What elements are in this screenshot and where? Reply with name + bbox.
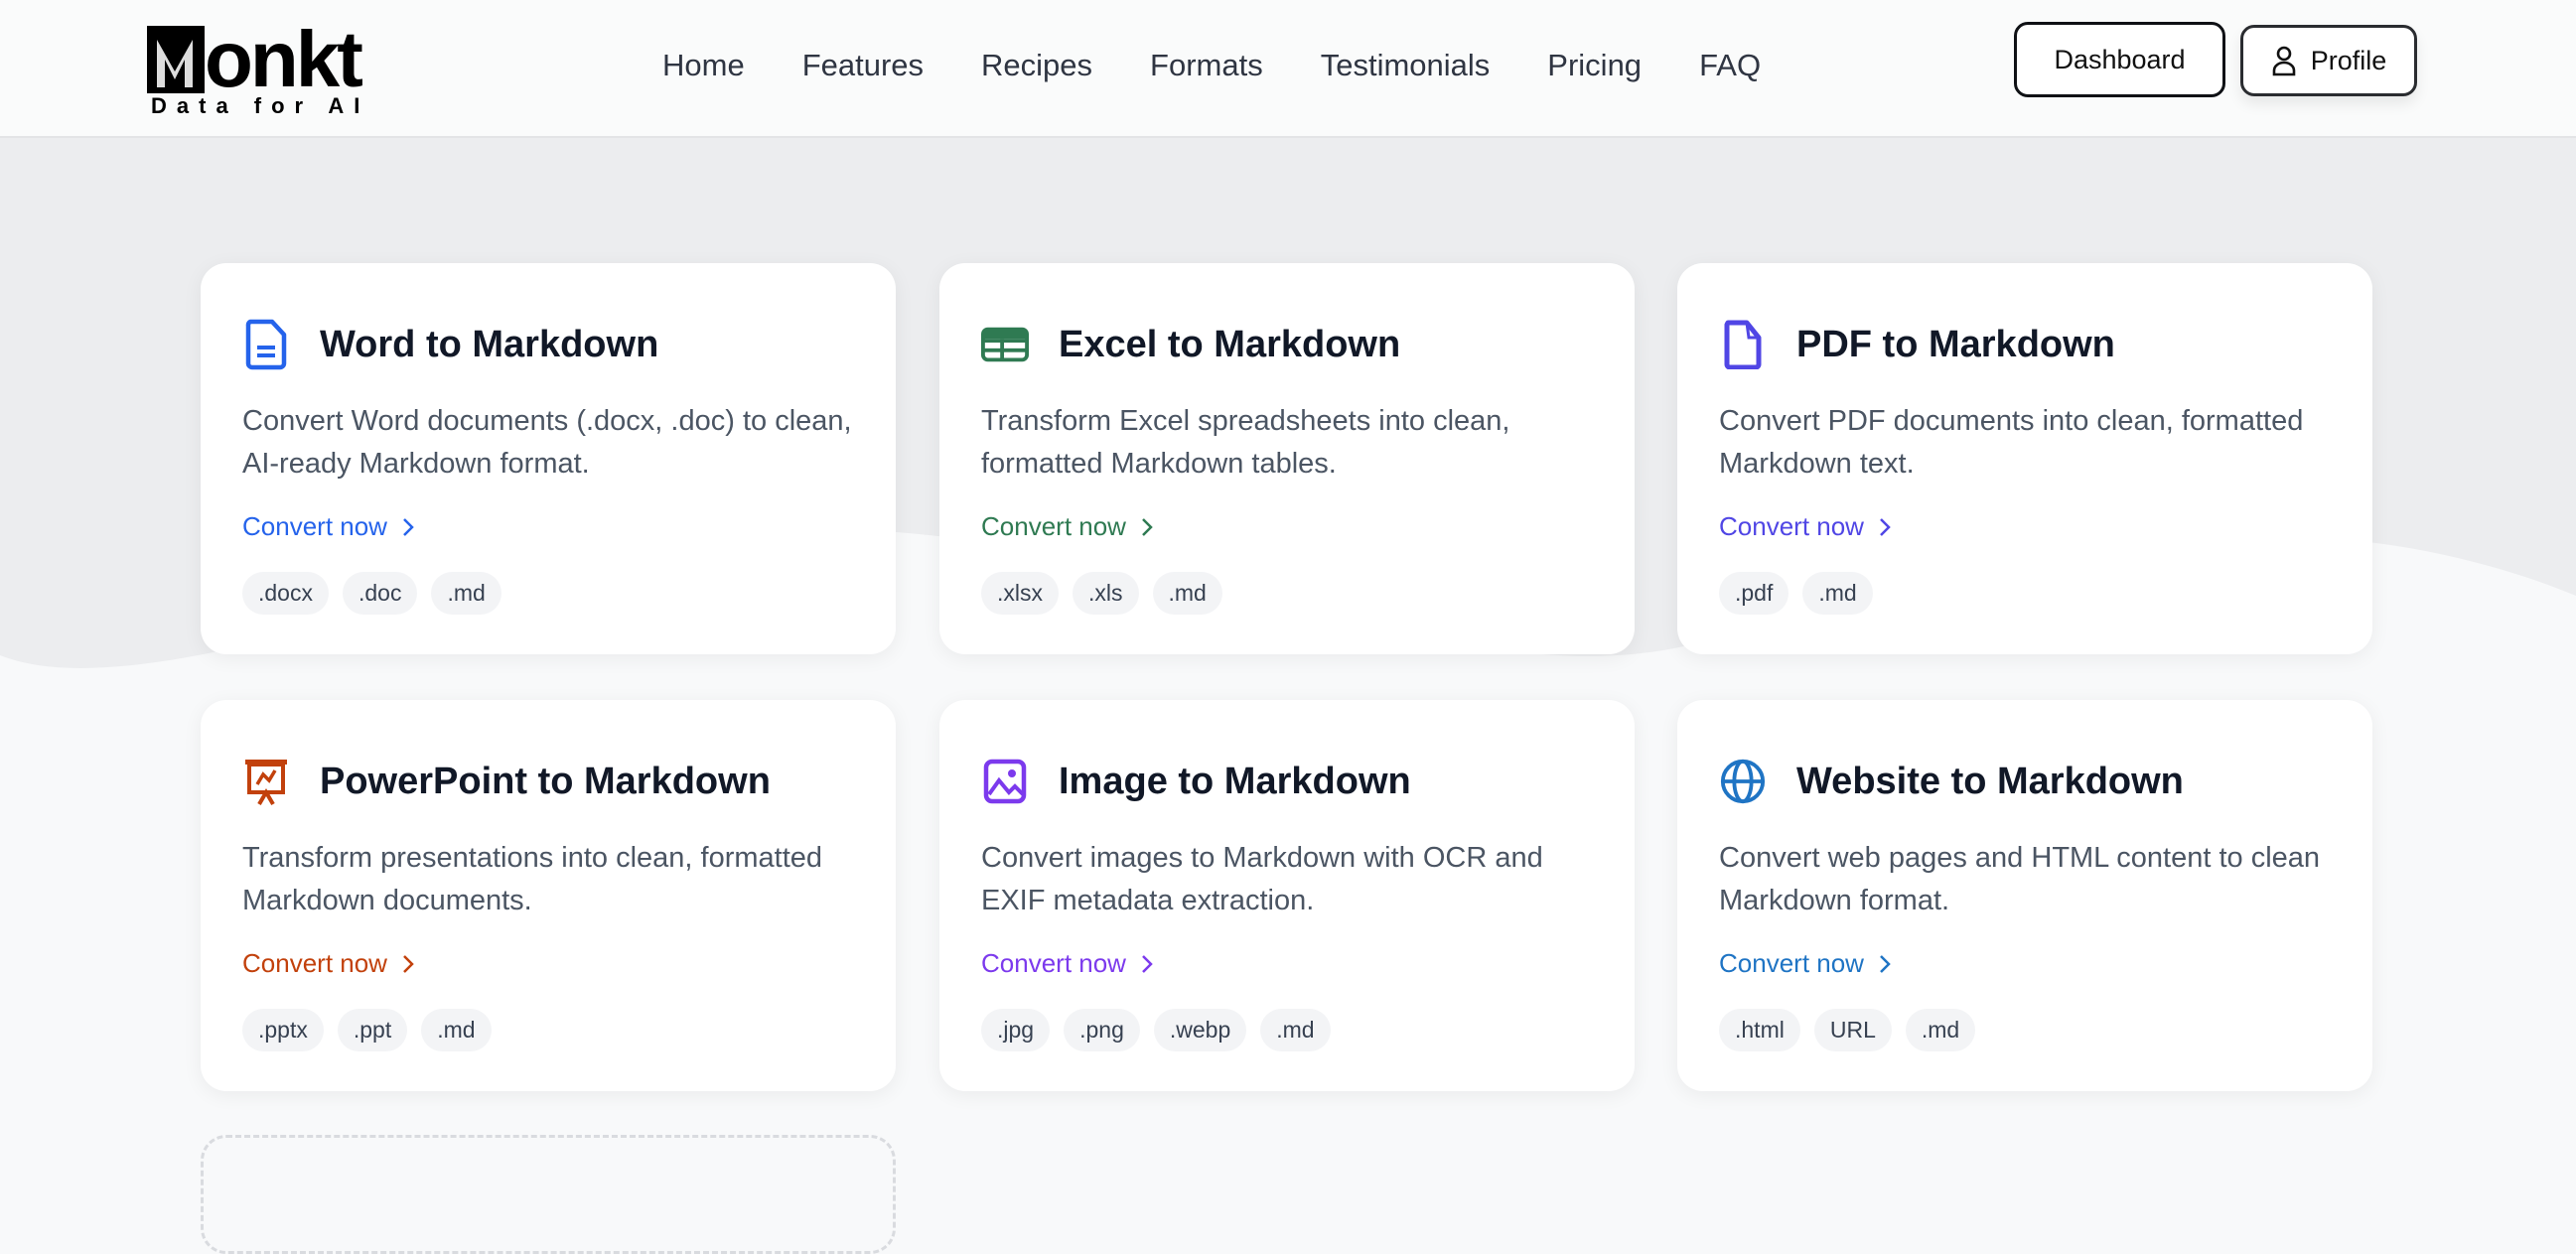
chevron-right-icon [1880,517,1891,536]
convert-now-label: Convert now [242,948,387,978]
format-tag: .md [421,1009,492,1051]
convert-now-link[interactable]: Convert now [1719,511,1892,542]
chevron-right-icon [403,517,414,536]
format-tags: .pdf .md [1719,572,2331,615]
brand-name: onkt [205,15,363,103]
convert-now-link[interactable]: Convert now [981,948,1154,979]
format-tag: .xlsx [981,572,1059,615]
brand-logo[interactable]: onkt Data for AI [147,20,385,119]
format-tag: .md [1802,572,1873,615]
convert-now-label: Convert now [1719,511,1864,541]
brand-tagline: Data for AI [151,93,370,118]
profile-button[interactable]: Profile [2240,25,2417,96]
convert-now-link[interactable]: Convert now [242,948,415,979]
profile-label: Profile [2310,45,2387,75]
format-tags: .xlsx .xls .md [981,572,1593,615]
converter-card: PowerPoint to Markdown Transform present… [201,700,896,1091]
card-title: Word to Markdown [320,323,659,365]
format-tag: .pptx [242,1009,324,1051]
convert-now-label: Convert now [242,511,387,541]
card-description: Convert PDF documents into clean, format… [1719,405,2304,480]
converter-card: Word to Markdown Convert Word documents … [201,263,896,654]
converter-card: Image to Markdown Convert images to Mark… [939,700,1635,1091]
convert-now-link[interactable]: Convert now [981,511,1154,542]
card-description: Convert Word documents (.docx, .doc) to … [242,405,852,480]
card-title: Website to Markdown [1796,760,2184,802]
format-tag: .html [1719,1009,1800,1051]
format-tag: .png [1064,1009,1140,1051]
convert-now-label: Convert now [1719,948,1864,978]
chevron-right-icon [403,954,414,973]
user-icon [2272,46,2296,76]
format-tags: .jpg .png .webp .md [981,1009,1593,1051]
format-tag: .md [431,572,501,615]
format-tag: .md [1152,572,1222,615]
image-icon [981,754,1029,809]
format-tag: .doc [342,572,418,615]
top-navbar: onkt Data for AI Home Features Recipes F… [0,0,2576,138]
format-tag: URL [1813,1009,1892,1051]
dashed-card-placeholder[interactable] [201,1135,896,1254]
chevron-right-icon [1880,954,1891,973]
nav-pricing[interactable]: Pricing [1547,48,1643,82]
format-tag: .docx [242,572,329,615]
nav-formats[interactable]: Formats [1150,48,1263,82]
presentation-icon [242,754,290,809]
card-description: Convert images to Markdown with OCR and … [981,842,1543,916]
format-tag: .jpg [981,1009,1051,1051]
chevron-right-icon [1142,954,1153,973]
main-nav: Home Features Recipes Formats Testimonia… [662,48,1761,83]
format-tag: .ppt [337,1009,408,1051]
format-tag: .md [1905,1009,1976,1051]
chevron-right-icon [1142,517,1153,536]
card-title: PowerPoint to Markdown [320,760,771,802]
format-tag: .pdf [1719,572,1789,615]
card-title: Excel to Markdown [1059,323,1401,365]
nav-testimonials[interactable]: Testimonials [1320,48,1491,82]
card-description: Transform Excel spreadsheets into clean,… [981,405,1510,480]
format-tag: .webp [1153,1009,1247,1051]
converter-card: Excel to Markdown Transform Excel spread… [939,263,1635,654]
card-description: Convert web pages and HTML content to cl… [1719,842,2321,916]
card-description: Transform presentations into clean, form… [242,842,823,916]
format-tags: .pptx .ppt .md [242,1009,854,1051]
format-tags: .html URL .md [1719,1009,2331,1051]
format-tag: .xls [1073,572,1139,615]
nav-recipes[interactable]: Recipes [981,48,1093,82]
dashboard-label: Dashboard [2054,44,2186,74]
converter-card: Website to Markdown Convert web pages an… [1677,700,2372,1091]
logo-m-mark [147,26,205,93]
format-tags: .docx .doc .md [242,572,854,615]
nav-features[interactable]: Features [801,48,925,82]
convert-now-label: Convert now [981,948,1126,978]
globe-icon [1719,754,1767,809]
file-text-icon [242,317,290,372]
dashboard-button[interactable]: Dashboard [2014,22,2225,97]
convert-now-link[interactable]: Convert now [1719,948,1892,979]
convert-now-label: Convert now [981,511,1126,541]
nav-faq[interactable]: FAQ [1699,48,1762,82]
convert-now-link[interactable]: Convert now [242,511,415,542]
nav-home[interactable]: Home [662,48,745,82]
card-title: Image to Markdown [1059,760,1411,802]
card-title: PDF to Markdown [1796,323,2115,365]
file-icon [1719,317,1767,372]
table-icon [981,317,1029,372]
converter-card: PDF to Markdown Convert PDF documents in… [1677,263,2372,654]
format-tag: .md [1260,1009,1331,1051]
